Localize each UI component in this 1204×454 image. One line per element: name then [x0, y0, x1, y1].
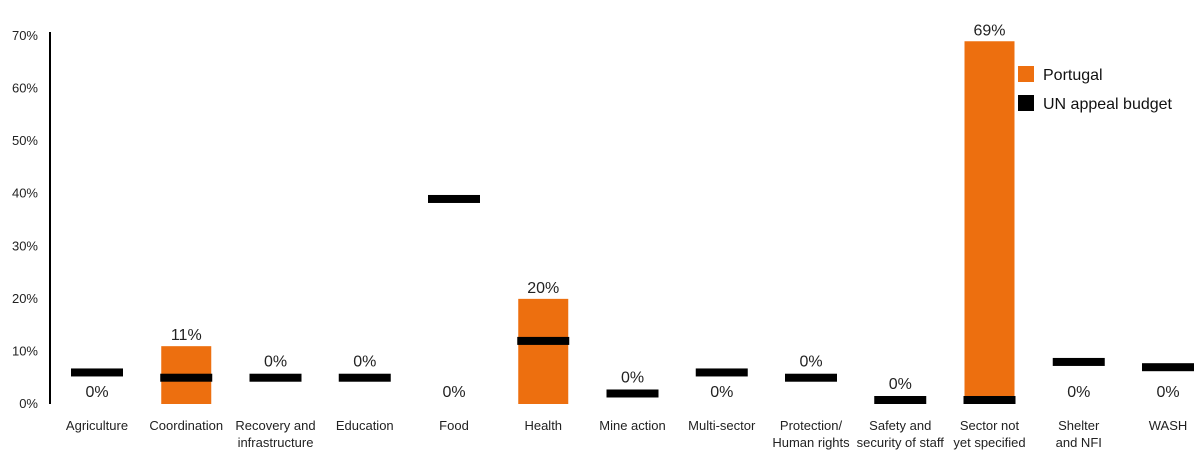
portugal-bar — [964, 41, 1015, 404]
legend-label-portugal: Portugal — [1043, 67, 1103, 84]
data-label: 0% — [353, 354, 376, 371]
un-appeal-marker — [428, 194, 480, 203]
un-appeal-marker — [517, 336, 570, 345]
category-label-line: yet specified — [953, 435, 1025, 450]
un-appeal-marker — [1142, 363, 1194, 372]
data-label: 0% — [442, 384, 465, 401]
category-label: Sector not yet specified — [953, 418, 1025, 450]
data-label: 11% — [171, 327, 202, 344]
un-appeal-marker — [963, 396, 1016, 404]
portugal-bars — [161, 41, 1015, 404]
category-label-line: Safety and — [869, 418, 931, 433]
y-tick-label: 40% — [12, 186, 38, 201]
y-tick-label: 30% — [12, 238, 38, 253]
category-label-line: Agriculture — [66, 418, 128, 433]
un-appeal-marker — [606, 389, 659, 398]
data-label: 0% — [889, 376, 912, 393]
category-label: Coordination — [149, 418, 223, 433]
un-appeal-marker — [160, 373, 213, 382]
category-label-line: Recovery and — [235, 418, 315, 433]
data-label: 0% — [264, 354, 287, 371]
data-label: 0% — [85, 384, 108, 401]
un-appeal-marker — [695, 368, 748, 377]
category-label-line: Coordination — [149, 418, 223, 433]
category-label-line: infrastructure — [238, 435, 314, 450]
legend-swatch-portugal — [1018, 66, 1034, 82]
data-label: 20% — [527, 280, 559, 297]
category-label-line: Sector not — [960, 418, 1020, 433]
category-label-line: and NFI — [1056, 435, 1102, 450]
y-tick-label: 50% — [12, 133, 38, 148]
y-tick-label: 60% — [12, 81, 38, 96]
category-label-line: WASH — [1149, 418, 1188, 433]
y-axis: 0% 10% 20% 30% 40% 50% 60% 70% — [12, 28, 51, 411]
category-label: WASH — [1149, 418, 1188, 433]
data-label: 0% — [710, 384, 733, 401]
category-labels: Agriculture Coordination Recovery and infra… — [66, 418, 1187, 450]
data-label: 69% — [973, 22, 1005, 39]
data-label: 0% — [1156, 384, 1179, 401]
category-label: Safety and security of staff — [857, 418, 945, 450]
y-tick-label: 0% — [19, 396, 38, 411]
un-appeal-marker — [785, 373, 837, 382]
legend: Portugal UN appeal budget — [1018, 66, 1173, 113]
category-label-line: Human rights — [772, 435, 850, 450]
category-label-line: Health — [524, 418, 562, 433]
category-label: Protection/Human rights — [772, 418, 850, 450]
category-label-line: Shelter — [1058, 418, 1100, 433]
data-label: 0% — [799, 354, 822, 371]
un-appeal-marker — [71, 368, 123, 377]
category-label: Agriculture — [66, 418, 128, 433]
un-appeal-marker — [874, 396, 927, 404]
legend-swatch-un-appeal — [1018, 95, 1034, 111]
category-label-line: Food — [439, 418, 469, 433]
category-label: Mine action — [599, 418, 665, 433]
category-label: Health — [524, 418, 562, 433]
category-label: Multi-sector — [688, 418, 756, 433]
category-label: Shelter and NFI — [1056, 418, 1102, 450]
y-tick-label: 70% — [12, 28, 38, 43]
legend-label-un-appeal: UN appeal budget — [1043, 96, 1173, 113]
category-label: Education — [336, 418, 394, 433]
portugal-bar — [518, 298, 569, 404]
data-label: 0% — [1067, 384, 1090, 401]
data-labels: 0% 11% 0% 0% 0% 20% 0% 0% 0% 0% 69% 0% 0% — [85, 22, 1179, 401]
category-label: Food — [439, 418, 469, 433]
category-label-line: Protection/ — [780, 418, 843, 433]
category-label-line: Education — [336, 418, 394, 433]
un-appeal-markers — [71, 194, 1194, 404]
category-label-line: security of staff — [857, 435, 945, 450]
data-label: 0% — [621, 369, 644, 386]
un-appeal-marker — [1052, 357, 1105, 366]
y-tick-label: 10% — [12, 343, 38, 358]
y-tick-label: 20% — [12, 291, 38, 306]
category-label-line: Mine action — [599, 418, 665, 433]
category-label-line: Multi-sector — [688, 418, 756, 433]
un-appeal-marker — [249, 373, 302, 382]
category-label: Recovery and infrastructure — [235, 418, 315, 450]
un-appeal-marker — [338, 373, 391, 382]
